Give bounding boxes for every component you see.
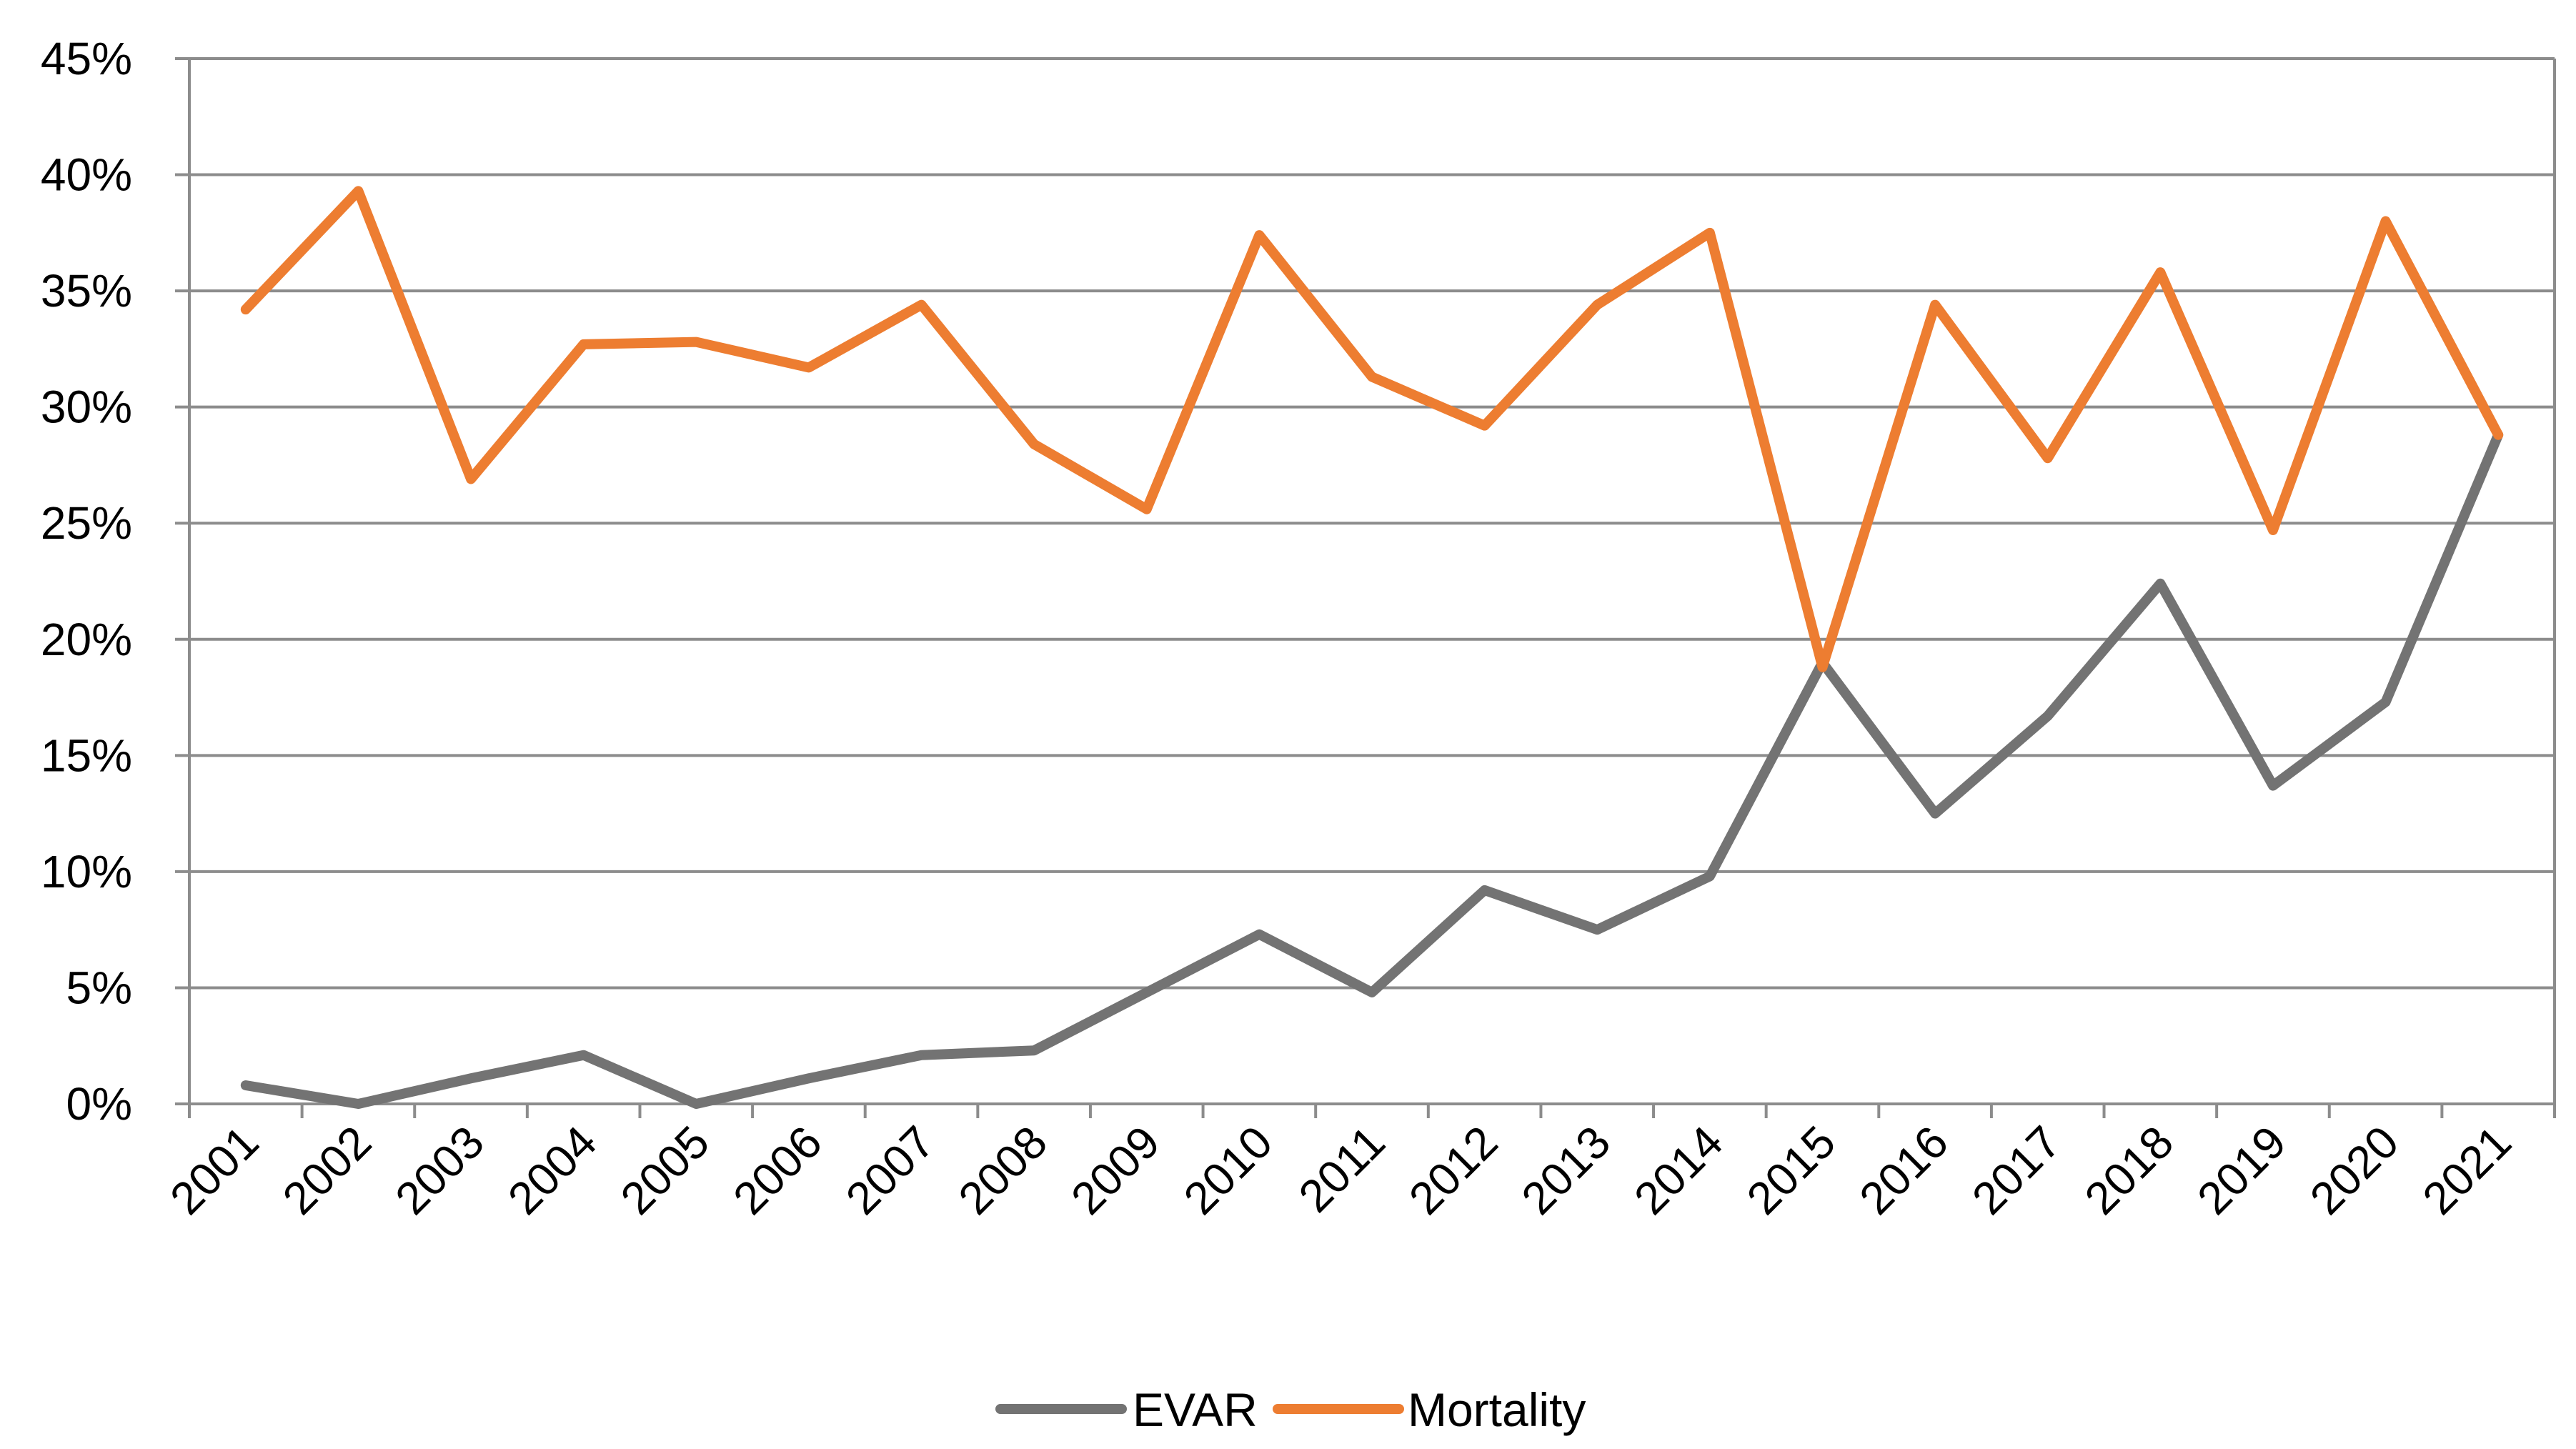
y-tick-label: 0%: [66, 1078, 133, 1130]
data-point-evar: [1933, 811, 1938, 816]
y-tick-label: 45%: [41, 33, 132, 84]
y-tick-label: 15%: [41, 730, 132, 781]
legend: EVAR Mortality: [995, 1383, 1586, 1436]
data-point-evar: [694, 1102, 699, 1106]
data-point-mortality: [469, 477, 474, 482]
axes: [175, 57, 2556, 1118]
y-tick-label: 30%: [41, 382, 132, 433]
data-point-evar: [1032, 1048, 1037, 1053]
data-point-evar: [1482, 887, 1487, 892]
y-tick-label: 40%: [41, 149, 132, 201]
data-point-mortality: [2383, 219, 2388, 224]
data-point-mortality: [919, 302, 924, 307]
data-point-evar: [1257, 932, 1262, 937]
data-point-evar: [806, 1076, 811, 1081]
data-point-evar: [1595, 927, 1600, 932]
data-point-evar: [581, 1052, 586, 1057]
data-point-mortality: [2270, 527, 2275, 532]
data-point-evar: [1370, 990, 1374, 995]
data-point-evar: [1144, 990, 1149, 995]
y-tick-label: 35%: [41, 265, 132, 317]
data-point-mortality: [2158, 270, 2163, 275]
data-point-mortality: [1595, 302, 1600, 307]
data-point-mortality: [1257, 233, 1262, 238]
data-point-mortality: [1820, 664, 1825, 669]
data-point-mortality: [1032, 442, 1037, 447]
data-point-evar: [2383, 699, 2388, 704]
data-point-mortality: [806, 365, 811, 370]
data-point-evar: [356, 1102, 361, 1106]
data-point-evar: [2270, 783, 2275, 788]
data-point-evar: [2158, 581, 2163, 586]
legend-label-mortality: Mortality: [1408, 1383, 1586, 1436]
data-point-mortality: [1707, 230, 1712, 235]
y-tick-label: 5%: [66, 962, 133, 1013]
data-point-mortality: [581, 342, 586, 347]
data-point-mortality: [1144, 507, 1149, 512]
y-tick-label: 20%: [41, 614, 132, 665]
data-point-mortality: [356, 189, 361, 194]
data-point-mortality: [1370, 374, 1374, 379]
data-point-evar: [1707, 874, 1712, 879]
data-point-mortality: [694, 339, 699, 344]
data-point-evar: [2045, 714, 2050, 719]
data-point-mortality: [1933, 302, 1938, 307]
y-tick-label: 25%: [41, 497, 132, 549]
data-point-mortality: [2045, 456, 2050, 461]
data-point-mortality: [1482, 423, 1487, 428]
data-point-mortality: [243, 307, 248, 312]
gridlines: [189, 57, 2555, 990]
legend-label-evar: EVAR: [1133, 1383, 1258, 1436]
series-lines: [240, 186, 2504, 1109]
y-axis-tick-labels: 0% 5% 10% 15% 20% 25% 30% 35% 40% 45%: [41, 33, 132, 1130]
data-point-mortality: [2496, 432, 2501, 437]
data-point-evar: [469, 1076, 474, 1081]
y-tick-label: 10%: [41, 846, 132, 897]
data-point-evar: [243, 1082, 248, 1087]
data-point-evar: [919, 1052, 924, 1057]
